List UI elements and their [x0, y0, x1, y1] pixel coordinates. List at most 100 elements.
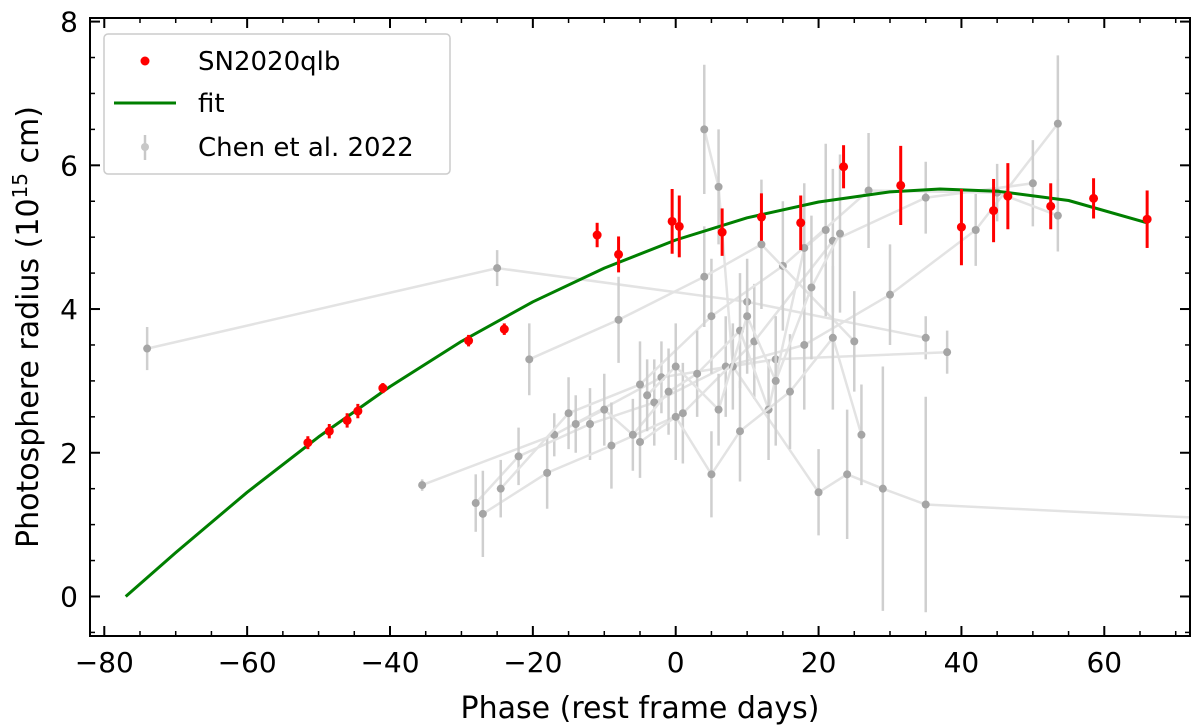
legend-fit-label: fit — [198, 89, 225, 119]
chen-point — [514, 452, 523, 461]
chen-point — [921, 500, 930, 509]
chen-2022-series — [143, 55, 1190, 613]
chen-point — [743, 312, 752, 321]
sn2020qlb-point — [592, 230, 602, 240]
chen-point — [700, 272, 709, 281]
chen-point — [857, 430, 866, 439]
chen-point — [525, 355, 534, 364]
chen-point — [1028, 179, 1037, 188]
legend-box — [103, 33, 451, 175]
chen-point — [614, 315, 623, 324]
sn2020qlb-point — [717, 227, 727, 237]
chen-point — [478, 509, 487, 518]
chen-point — [714, 405, 723, 414]
chen-point — [800, 340, 809, 349]
sn2020qlb-point — [614, 249, 624, 259]
chen-point — [1053, 211, 1062, 220]
sn2020qlb-point — [1142, 214, 1152, 224]
x-tick-label: −80 — [75, 646, 134, 679]
chen-point — [628, 430, 637, 439]
chen-point — [943, 348, 952, 357]
legend: SN2020qlb fit Chen et al. 2022 — [103, 33, 451, 175]
chen-point — [496, 484, 505, 493]
y-tick-label: 4 — [60, 293, 78, 326]
chen-point — [821, 225, 830, 234]
chen-point — [864, 186, 873, 195]
sn2020qlb-point — [1003, 191, 1013, 201]
chen-point — [471, 499, 480, 508]
x-tick-label: −40 — [360, 646, 419, 679]
chen-point — [564, 409, 573, 418]
chen-track-line — [146, 266, 926, 350]
sn2020qlb-series — [303, 145, 1152, 450]
sn2020qlb-point — [1046, 201, 1056, 211]
y-tick-label: 2 — [60, 437, 78, 470]
sn2020qlb-point — [342, 415, 352, 425]
fit-series — [124, 187, 1148, 598]
x-axis-label: Phase (rest frame days) — [461, 691, 820, 726]
chen-point — [664, 387, 673, 396]
chen-point — [786, 387, 794, 396]
chen-point — [714, 182, 723, 191]
x-tick-label: 0 — [667, 646, 685, 679]
axis-ticks — [90, 18, 1190, 636]
sn2020qlb-point — [1089, 193, 1099, 203]
chen-point — [643, 391, 652, 400]
x-tick-label: 20 — [801, 646, 837, 679]
sn2020qlb-point — [756, 212, 766, 222]
chen-point — [850, 337, 859, 346]
y-tick-labels: 0 2 4 6 8 — [60, 6, 78, 614]
chen-point — [843, 470, 852, 479]
sn2020qlb-point — [839, 162, 849, 172]
chen-point — [650, 398, 659, 407]
sn2020qlb-point — [303, 438, 313, 448]
y-axis-label-suffix: cm) — [11, 106, 46, 173]
chen-point — [757, 240, 766, 249]
chen-point — [707, 470, 716, 479]
sn2020qlb-point — [667, 216, 677, 226]
legend-sn2020qlb-label: SN2020qlb — [198, 47, 340, 77]
sn2020qlb-point — [956, 222, 966, 232]
x-tick-label: −20 — [503, 646, 562, 679]
x-tick-labels: −80 −60 −40 −20 0 20 40 60 — [75, 646, 1122, 679]
sn2020qlb-point — [464, 336, 474, 346]
chen-point — [1053, 119, 1062, 128]
chen-point — [836, 229, 844, 238]
legend-chen-marker — [141, 143, 149, 151]
chen-point — [493, 264, 502, 273]
chen-point — [878, 484, 887, 493]
sn2020qlb-point — [353, 406, 363, 416]
chen-point — [828, 333, 837, 342]
sn2020qlb-point — [796, 218, 806, 228]
chen-point — [736, 427, 744, 436]
legend-chen-label: Chen et al. 2022 — [198, 133, 414, 163]
chen-point — [607, 441, 616, 450]
sn2020qlb-point — [989, 206, 999, 216]
chen-point — [678, 409, 687, 418]
chen-point — [807, 283, 816, 292]
x-tick-label: −60 — [218, 646, 277, 679]
chen-point — [693, 369, 702, 378]
chen-point — [543, 468, 552, 477]
y-tick-label: 8 — [60, 6, 78, 39]
x-tick-label: 60 — [1086, 646, 1122, 679]
chen-point — [800, 243, 809, 252]
sn2020qlb-point — [674, 221, 684, 231]
x-tick-label: 40 — [944, 646, 980, 679]
chen-point — [707, 312, 716, 321]
y-axis-label-exponent: 15 — [8, 173, 32, 198]
chen-point — [418, 481, 427, 490]
chen-point — [636, 380, 644, 389]
chen-point — [921, 193, 930, 202]
chen-point — [143, 344, 152, 353]
sn2020qlb-point — [896, 180, 906, 190]
chen-point — [886, 290, 894, 299]
chen-point — [586, 420, 594, 429]
chen-point — [921, 333, 930, 342]
chen-point — [700, 125, 709, 134]
chen-point — [571, 420, 580, 429]
sn2020qlb-point — [378, 383, 388, 393]
legend-sn2020qlb-marker — [140, 56, 150, 66]
chen-point — [771, 376, 780, 385]
